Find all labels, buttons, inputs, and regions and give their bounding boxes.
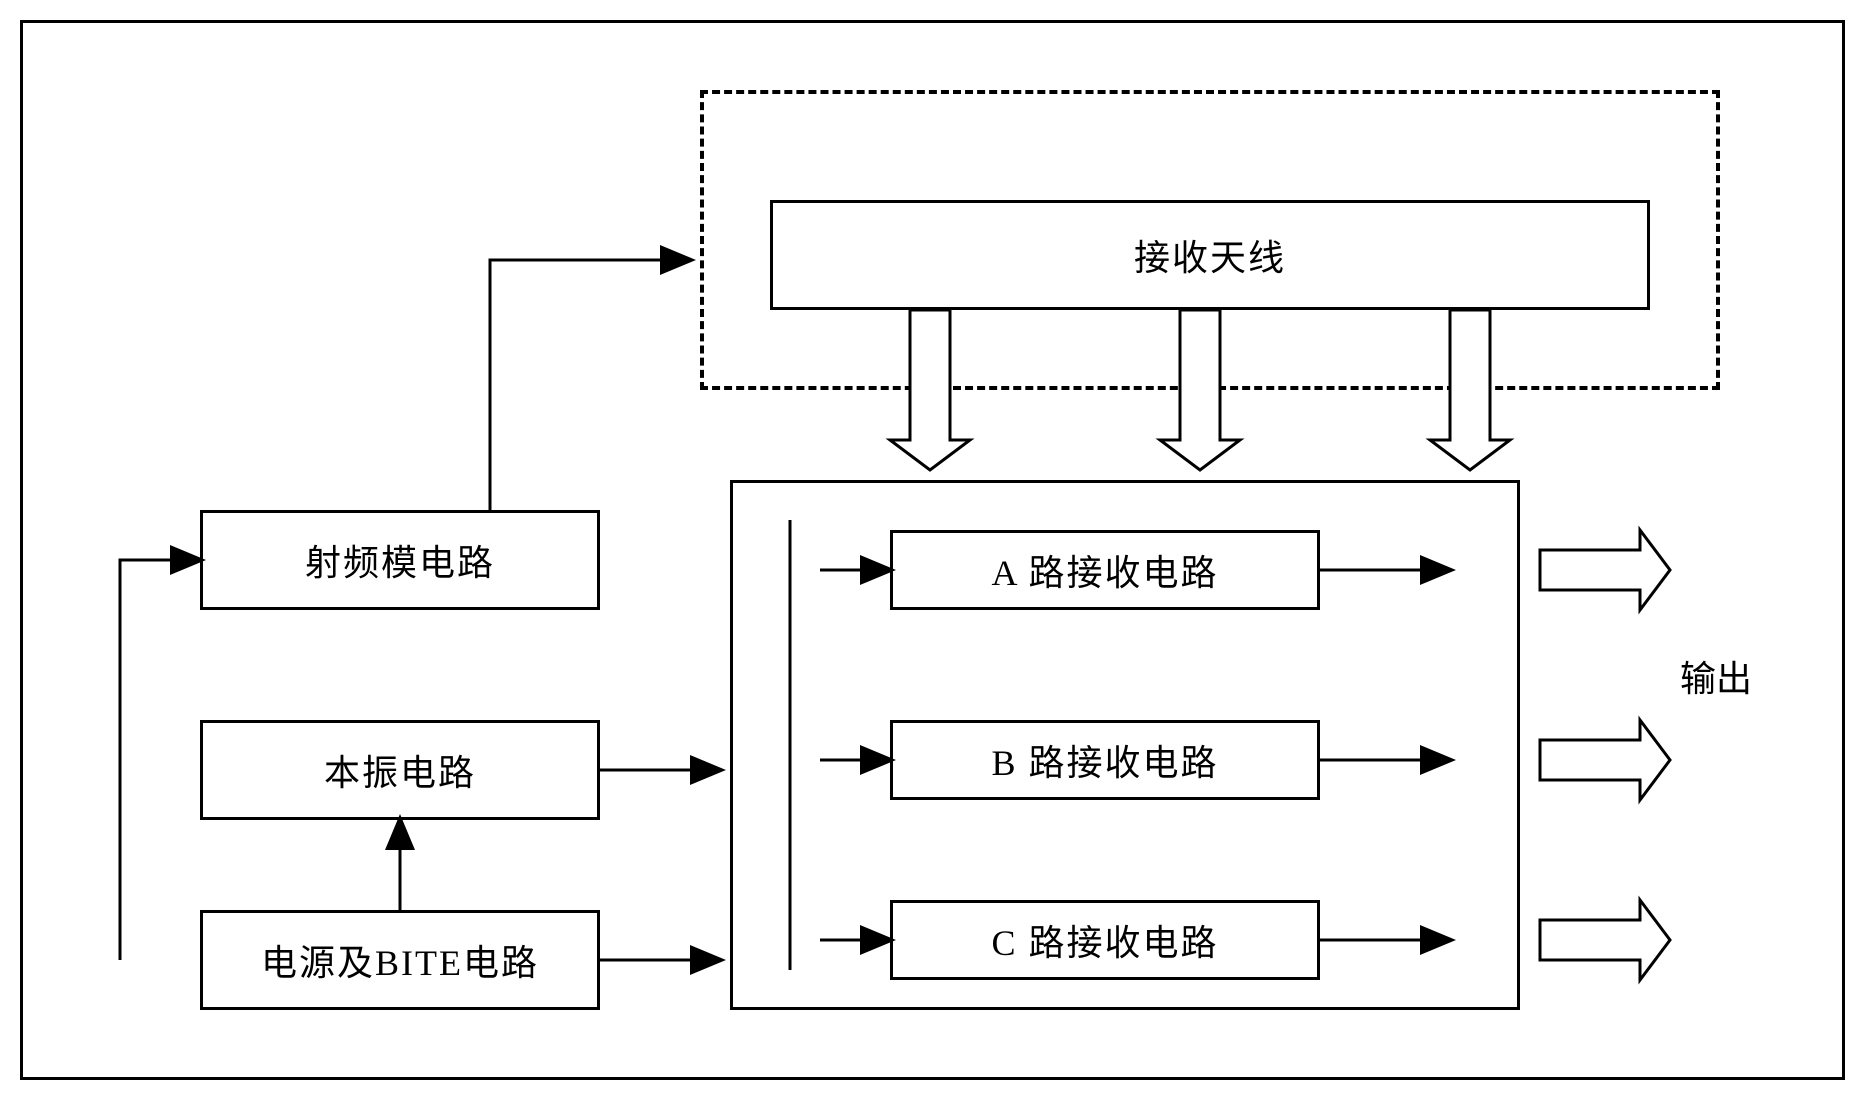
solid-arrows bbox=[120, 260, 1450, 960]
connector-layer bbox=[0, 0, 1865, 1102]
hollow-arrows bbox=[890, 310, 1670, 980]
